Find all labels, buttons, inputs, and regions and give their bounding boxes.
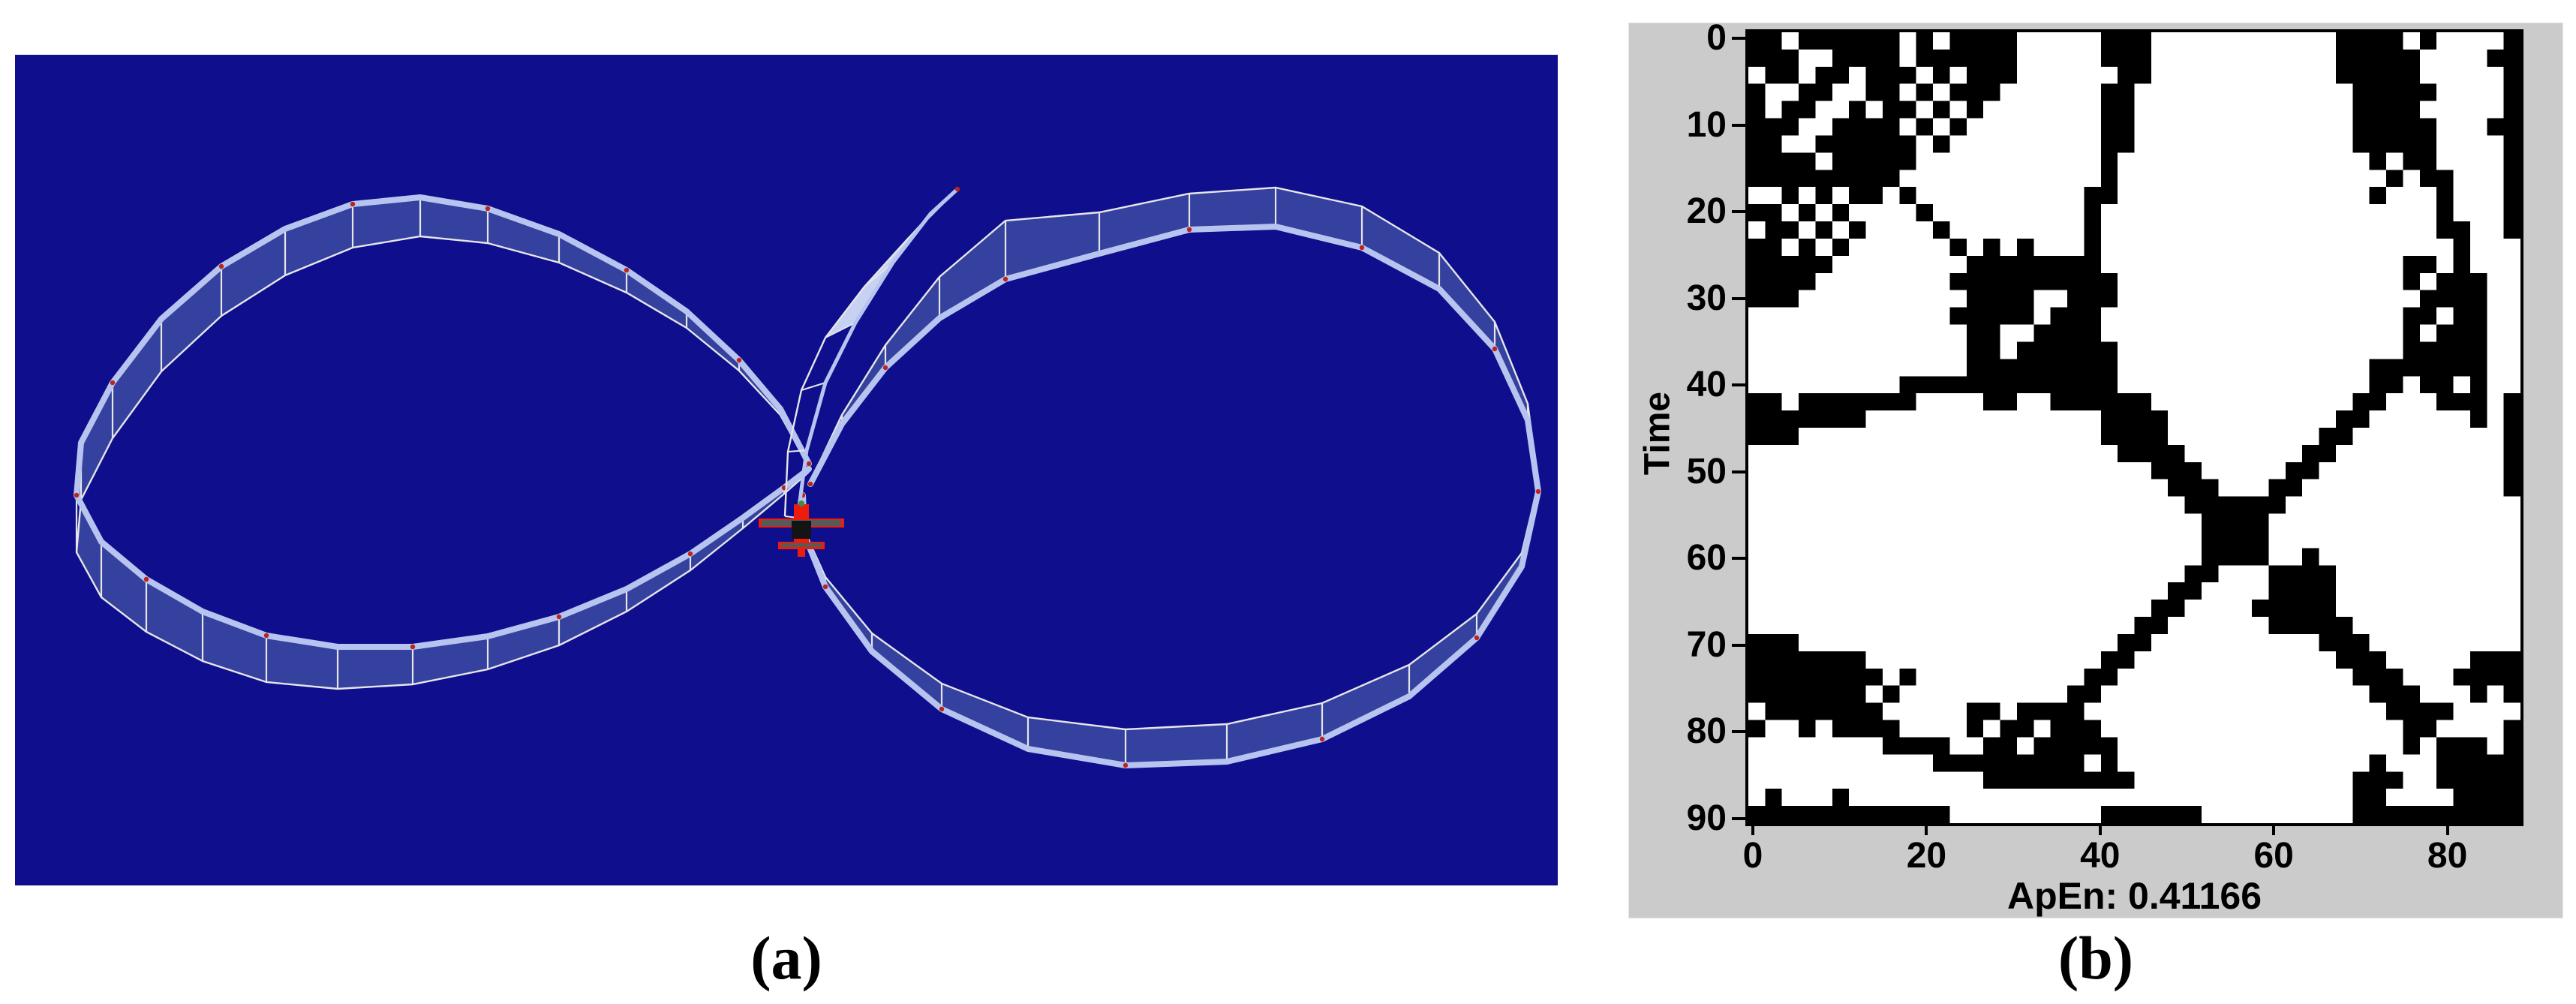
recurrence-plot-canvas — [1748, 32, 2520, 823]
x-tick-label: 40 — [2080, 836, 2121, 876]
x-tick-label: 20 — [1906, 836, 1947, 876]
y-tick-mark — [1732, 210, 1745, 213]
y-tick-mark — [1732, 730, 1745, 733]
waypoint-dot — [687, 551, 693, 557]
y-tick-label: 70 — [1686, 624, 1727, 665]
waypoint-dot — [263, 633, 269, 639]
waypoint-dot — [736, 357, 742, 363]
waypoint-dot — [822, 584, 828, 590]
airplane-part — [781, 543, 822, 547]
y-tick-label: 60 — [1686, 538, 1727, 578]
y-tick-label: 90 — [1686, 798, 1727, 838]
recurrence-panel: Time ApEn: 0.41166 0 10 20 30 40 50 60 70 80 90 0 2… — [1628, 19, 2563, 918]
x-tick-mark — [1925, 825, 1928, 835]
waypoint-dot — [1186, 227, 1192, 233]
y-tick-label: 40 — [1686, 365, 1727, 404]
y-tick-mark — [1732, 296, 1745, 300]
waypoint-dot — [556, 614, 562, 620]
ribbon-rung — [825, 322, 856, 338]
trajectory-panel — [15, 55, 1558, 885]
left-loop-path — [74, 194, 812, 650]
waypoint-dot — [1492, 346, 1498, 352]
y-tick-label: 10 — [1686, 104, 1727, 145]
waypoint-dot — [1359, 245, 1365, 251]
subfigure-label-b: (b) — [2057, 924, 2134, 992]
y-tick-mark — [1732, 816, 1745, 820]
x-tick-mark — [1751, 825, 1754, 835]
airplane-icon — [759, 500, 844, 557]
waypoint-dot — [1002, 276, 1008, 282]
subfigure-label-a: (a) — [750, 924, 822, 992]
y-tick-label: 0 — [1706, 18, 1727, 58]
y-tick-label: 50 — [1686, 451, 1727, 491]
trajectory-plot — [15, 55, 1558, 885]
waypoint-dot — [882, 365, 888, 371]
y-tick-mark — [1732, 383, 1745, 386]
airplane-part — [792, 521, 811, 539]
x-tick-mark — [2445, 825, 2449, 835]
airplane-nose-dot — [798, 500, 804, 507]
waypoint-dot — [485, 206, 491, 212]
waypoint-dot — [1535, 488, 1541, 494]
waypoint-dot — [939, 706, 945, 712]
y-tick-mark — [1732, 123, 1745, 127]
waypoint-dot — [350, 201, 356, 207]
y-tick-mark — [1732, 37, 1745, 40]
x-axis-caption: ApEn: 0.41166 — [2006, 875, 2262, 917]
ribbon-rung — [801, 382, 826, 391]
y-tick-mark — [1732, 470, 1745, 473]
waypoint-dot — [806, 461, 812, 467]
left-loop-outer-edge — [75, 235, 810, 690]
entry-path — [795, 187, 960, 520]
x-tick-label: 80 — [2427, 836, 2468, 876]
waypoint-dot — [74, 492, 80, 498]
waypoint-dot — [1474, 635, 1480, 641]
x-tick-label: 60 — [2253, 836, 2294, 876]
x-tick-label: 0 — [1742, 836, 1763, 876]
x-tick-mark — [2098, 825, 2102, 835]
waypoint-dot — [218, 263, 224, 269]
entry-inner-edge — [783, 193, 954, 517]
recurrence-plot-frame — [1745, 29, 2523, 826]
waypoint-dot — [110, 380, 116, 386]
waypoint-dot — [1319, 736, 1325, 742]
waypoint-dot — [954, 186, 960, 192]
y-tick-label: 30 — [1686, 278, 1727, 318]
y-tick-label: 20 — [1686, 191, 1727, 231]
y-tick-label: 80 — [1686, 711, 1727, 751]
waypoint-dot — [410, 644, 416, 650]
y-tick-mark — [1732, 557, 1745, 560]
ribbon-rung — [787, 449, 807, 452]
airplane-part — [798, 548, 805, 557]
waypoint-dot — [624, 267, 630, 273]
y-tick-mark — [1732, 643, 1745, 647]
x-tick-mark — [2272, 825, 2276, 835]
waypoint-dot — [807, 481, 813, 487]
waypoint-dot — [1123, 762, 1129, 768]
waypoint-dot — [143, 576, 149, 582]
